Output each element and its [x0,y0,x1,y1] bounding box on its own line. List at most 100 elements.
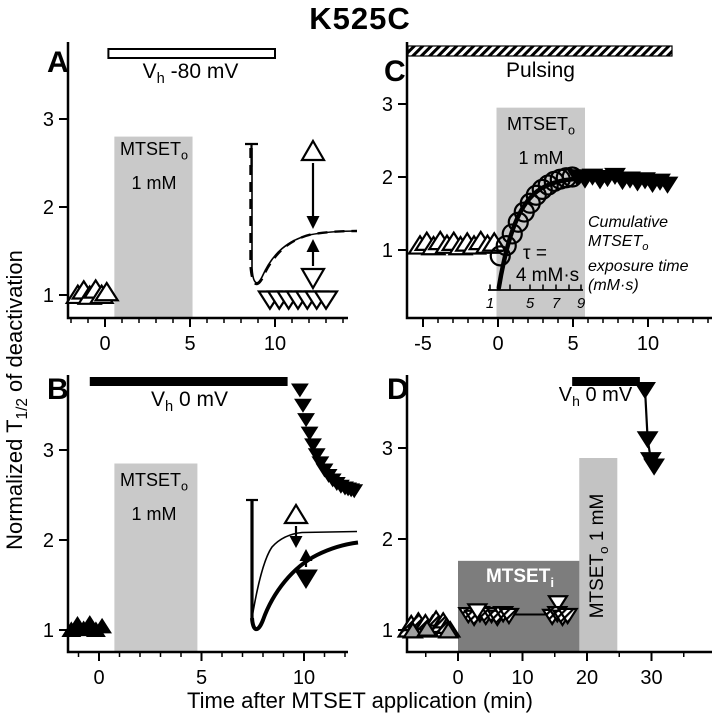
marker-open-triangle-down [312,290,340,311]
panel-c-mtset-line1-pre: MTSET [506,114,568,134]
down-arrowhead-b [289,536,303,548]
marker-filled-triangle-down [311,456,330,471]
y-tick-label: 1 [382,620,393,642]
x-tick-label: 0 [99,333,110,355]
x-tick-label: 0 [492,333,503,355]
panel-d-bar-label-post: 0 mV [579,384,633,406]
y-tick-label: 1 [43,285,54,307]
cumulative-line3: (mM·s) [588,277,639,295]
panel-b-mtset-box-label: MTSETo 1 mM [113,467,195,528]
marker-open-triangle-down [466,603,489,621]
marker-gray-triangle-up [437,621,460,639]
exponential-fit-curve [496,176,585,291]
panel-b-mtset-line1-sub: o [180,479,188,494]
panel-b: 0 5 10 1 2 3 [43,375,364,689]
y-tick-label: 1 [43,620,54,642]
series-d-3 [466,595,569,621]
y-tick-label: 2 [382,167,393,189]
marker-filled-triangle-down [307,448,326,463]
panel-b-bar-label: Vh 0 mV [117,388,262,415]
y-tick-label: 3 [382,438,393,460]
x-tick-label: 30 [640,667,662,689]
series-d-5 [634,382,665,476]
panel-c-tau-label: τ = [523,243,547,264]
panel-b-bar-label-pre: V [150,388,165,411]
x-tick-label: 10 [637,333,659,355]
marker-open-triangle-up [93,280,120,302]
panel-d-mtseti-box-label: MTSETi [465,566,575,590]
marker-filled-triangle-down [643,458,665,476]
marker-filled-triangle-down [636,431,659,449]
series-d-1 [401,619,460,639]
series-a-0 [64,278,120,305]
annotation-open-up-triangle-b [283,502,309,525]
panel-c-bar-label-pre: Pulsing [506,59,575,82]
panel-c-tau-value: 4 mM·s [515,265,580,286]
y-tick-label: 3 [43,109,54,131]
panel-b-bar-label-sub: h [164,399,174,416]
axes-b [66,375,348,654]
panel-a-bar-label-pre: V [142,60,157,83]
marker-hatch-triangle-down [497,607,520,626]
panel-c-mtset-box-label: MTSETo 1 mM [495,111,587,172]
x-tick-label: 10 [511,667,533,689]
x-tick-label: -5 [414,333,432,355]
figure-title: K525C [309,1,411,36]
marker-filled-triangle-down [656,176,679,194]
series-a-1 [256,290,340,311]
x-tick-label: 0 [93,667,104,689]
panel-d-mtseto-post: 1 mM [587,493,609,547]
marker-filled-triangle-down [294,398,312,413]
panel-c-label: C [384,55,406,88]
series-c-0 [406,229,508,256]
x-tick-label: 0 [452,667,463,689]
inner-axis-tick-label: 7 [552,295,561,312]
y-tick-label: 2 [43,530,54,552]
up-arrowhead-b [299,549,313,561]
panel-a-label: A [47,46,69,79]
series-b-1 [290,383,364,499]
panel-d-bar-label-pre: V [558,384,573,406]
shade-box-a-0 [114,136,193,317]
panel-a-bar-label: Vh -80 mV [118,60,263,87]
x-tick-label: 5 [196,667,207,689]
cumulative-line1: Cumulative MTSETo [588,213,720,257]
axes-a [66,42,348,320]
series-c-2 [566,167,679,194]
trace-b-after-thick [250,540,359,632]
panel-c: -5 0 5 10 1 2 3 1 5 7 9 [382,42,712,355]
marker-open-triangle-down [546,595,569,613]
x-tick-label: 5 [567,333,578,355]
panel-c-bar-label: Pulsing [468,59,613,83]
protocol-bar-hatched [407,45,673,57]
panel-c-mtset-line2: 1 mM [518,147,564,168]
panel-b-bar-label-post: 0 mV [173,388,229,411]
cumulative-line2: exposure time [588,258,689,276]
marker-none-circle [537,174,559,196]
annotation-open-down-triangle-a [300,267,326,291]
marker-filled-triangle-down [300,426,319,441]
up-arrowhead-a [306,239,320,252]
panel-b-mtset-line1-pre: MTSET [119,470,181,490]
y-tick-label: 2 [382,529,393,551]
marker-hatch-triangle-down [556,607,579,626]
inner-axis-tick-label: 1 [486,295,494,312]
panel-a-mtset-line1-sub: o [180,148,188,163]
shade-box-c-0 [496,107,585,318]
x-axis-label: Time after MTSET application (min) [187,688,533,713]
axes-d [405,375,712,654]
x-tick-label: 10 [264,333,286,355]
inner-axis-tick-label: 5 [526,295,535,312]
series-d-4 [541,606,579,627]
marker-filled-triangle-down [345,484,364,499]
panel-a-mtset-line2: 1 mM [131,172,177,193]
annotation-filled-down-triangle-b [294,569,318,589]
y-tick-label: 3 [382,94,393,116]
panel-d-mtseti-sub: i [550,574,555,590]
y-tick-label: 1 [382,240,393,262]
marker-none-circle [531,178,553,201]
panel-b-mtset-line1: MTSETo [113,467,195,501]
panel-d: 0 10 20 30 1 2 3 [382,375,712,689]
